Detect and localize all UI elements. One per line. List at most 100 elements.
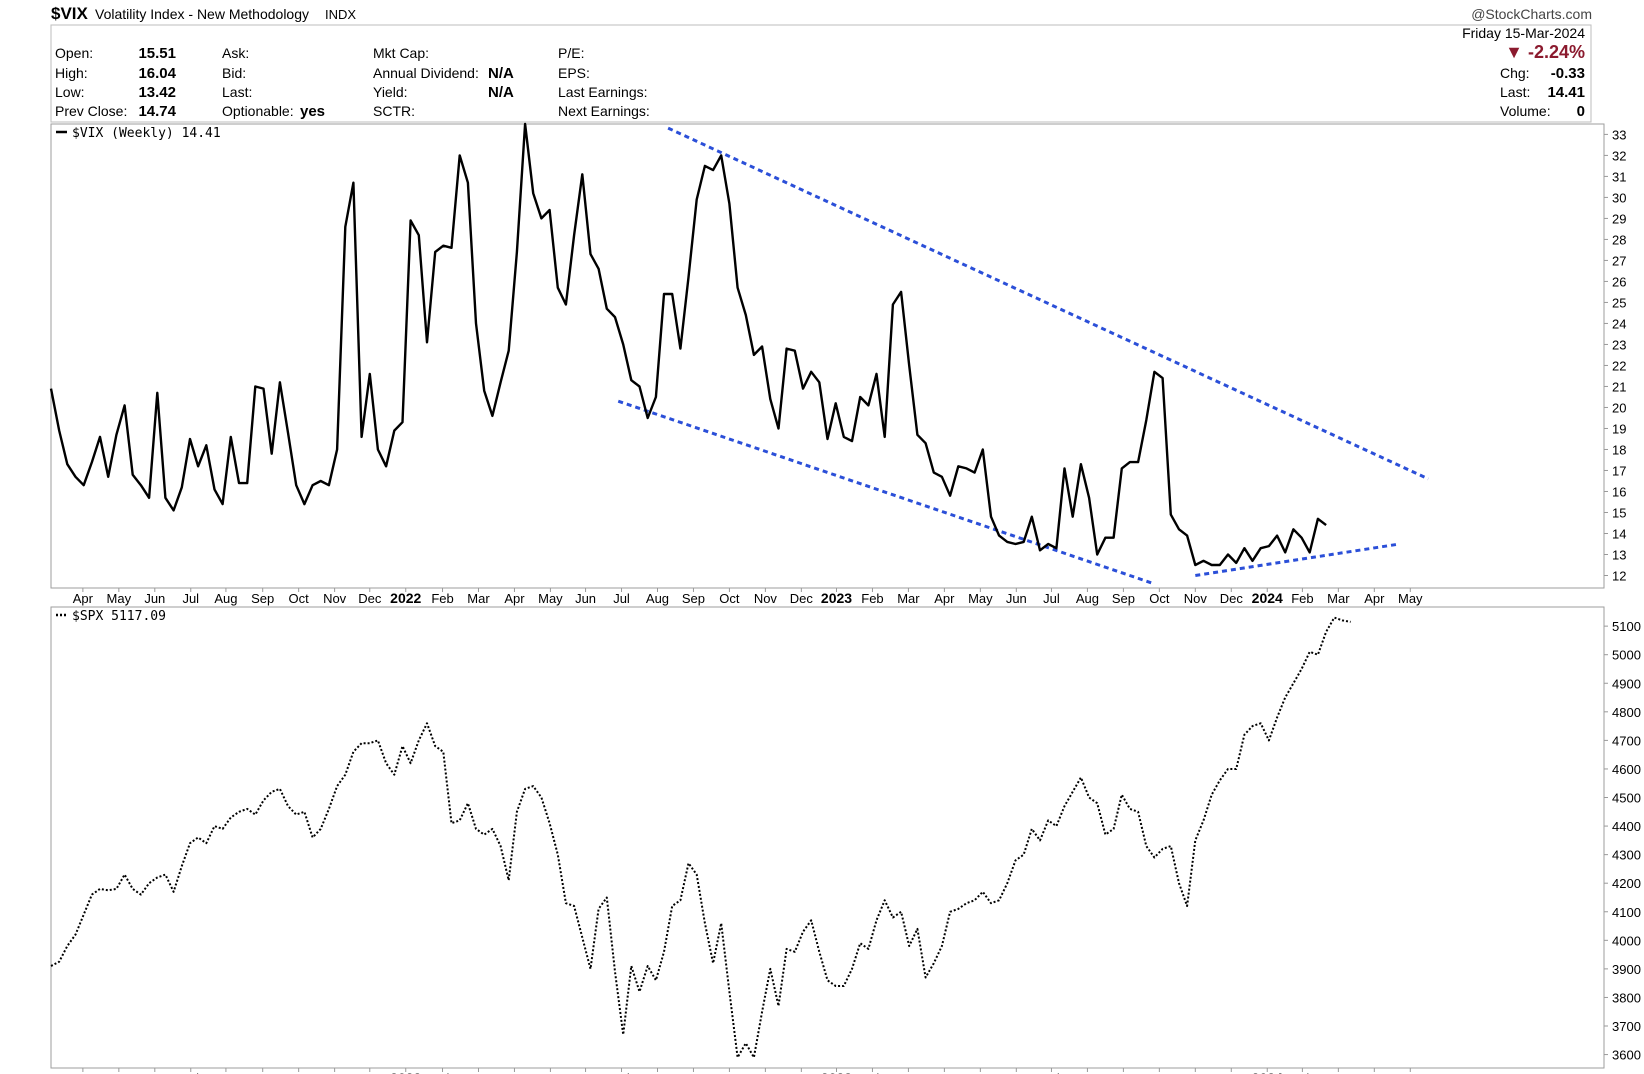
x-tick-label: May bbox=[538, 591, 563, 606]
last-label: Last: bbox=[1500, 84, 1530, 100]
quote-label: Low: bbox=[55, 84, 85, 100]
quote-label: Optionable: bbox=[222, 103, 294, 119]
quote-label: EPS: bbox=[558, 65, 590, 81]
x-tick-label: Dec bbox=[790, 1071, 814, 1074]
y-tick-label: 4700 bbox=[1612, 733, 1641, 748]
y-tick-label: 4500 bbox=[1612, 791, 1641, 806]
x-tick-label: Mar bbox=[1327, 591, 1350, 606]
quote-value: 15.51 bbox=[138, 45, 176, 62]
x-tick-label: 2022 bbox=[390, 1070, 421, 1074]
x-tick-label: Nov bbox=[323, 1071, 347, 1074]
quote-value: 13.42 bbox=[138, 84, 176, 101]
x-tick-label: Feb bbox=[431, 1071, 453, 1074]
x-tick-label: Jun bbox=[144, 1071, 165, 1074]
x-tick-label: Feb bbox=[1291, 591, 1313, 606]
y-tick-label: 3800 bbox=[1612, 990, 1641, 1005]
quote-label: Annual Dividend: bbox=[373, 65, 479, 81]
x-tick-label: Nov bbox=[1184, 591, 1208, 606]
y-tick-label: 13 bbox=[1612, 547, 1626, 562]
x-tick-label: May bbox=[107, 1071, 132, 1074]
x-tick-label: Apr bbox=[504, 1071, 525, 1074]
x-tick-label: May bbox=[538, 1071, 563, 1074]
y-tick-label: 19 bbox=[1612, 421, 1626, 436]
quote-label: Ask: bbox=[222, 45, 249, 61]
y-tick-label: 33 bbox=[1612, 127, 1626, 142]
y-tick-label: 31 bbox=[1612, 169, 1626, 184]
x-tick-label: 2024 bbox=[1252, 590, 1283, 606]
y-tick-label: 4900 bbox=[1612, 676, 1641, 691]
x-tick-label: May bbox=[1398, 591, 1423, 606]
quote-label: Last Earnings: bbox=[558, 84, 648, 100]
y-tick-label: 5000 bbox=[1612, 648, 1641, 663]
x-tick-label: May bbox=[968, 591, 993, 606]
y-tick-label: 17 bbox=[1612, 463, 1626, 478]
quote-label: Next Earnings: bbox=[558, 103, 650, 119]
x-tick-label: May bbox=[107, 591, 132, 606]
quote-date: Friday 15-Mar-2024 bbox=[1462, 25, 1585, 41]
y-tick-label: 4400 bbox=[1612, 819, 1641, 834]
vix-line bbox=[49, 122, 1327, 567]
x-tick-label: Oct bbox=[289, 1071, 310, 1074]
x-tick-label: Dec bbox=[1220, 1071, 1244, 1074]
y-tick-label: 4200 bbox=[1612, 876, 1641, 891]
quote-value: N/A bbox=[488, 84, 514, 101]
y-tick-label: 28 bbox=[1612, 232, 1626, 247]
spx-line bbox=[50, 616, 1351, 1059]
y-tick-label: 18 bbox=[1612, 442, 1626, 457]
x-tick-label: Sep bbox=[1112, 1071, 1135, 1074]
x-tick-label: Nov bbox=[754, 1071, 778, 1074]
x-tick-label: Oct bbox=[719, 591, 740, 606]
x-tick-label: Aug bbox=[214, 591, 237, 606]
quote-label: P/E: bbox=[558, 45, 584, 61]
x-tick-label: Dec bbox=[1220, 591, 1244, 606]
exchange-label: INDX bbox=[325, 7, 356, 22]
x-tick-label: Apr bbox=[73, 591, 94, 606]
quote-label: Prev Close: bbox=[55, 103, 127, 119]
quote-label: Last: bbox=[222, 84, 252, 100]
symbol-title: $VIX bbox=[51, 4, 89, 23]
y-tick-label: 3600 bbox=[1612, 1048, 1641, 1063]
legend: $SPX 5117.09 bbox=[56, 609, 166, 624]
x-tick-label: Aug bbox=[214, 1071, 237, 1074]
quote-label: Yield: bbox=[373, 84, 408, 100]
x-tick-label: Dec bbox=[358, 1071, 382, 1074]
x-tick-label: Aug bbox=[646, 1071, 669, 1074]
x-tick-label: Jul bbox=[182, 591, 199, 606]
x-tick-label: 2023 bbox=[821, 590, 852, 606]
x-tick-label: Mar bbox=[467, 1071, 490, 1074]
y-tick-label: 4300 bbox=[1612, 848, 1641, 863]
x-tick-label: Oct bbox=[719, 1071, 740, 1074]
y-tick-label: 26 bbox=[1612, 274, 1626, 289]
x-tick-label: Sep bbox=[251, 591, 274, 606]
y-tick-label: 4100 bbox=[1612, 905, 1641, 920]
x-tick-label: Oct bbox=[289, 591, 310, 606]
x-tick-label: Feb bbox=[431, 591, 453, 606]
x-tick-label: Feb bbox=[861, 591, 883, 606]
quote-label: Open: bbox=[55, 45, 93, 61]
y-tick-label: 24 bbox=[1612, 316, 1626, 331]
y-tick-label: 29 bbox=[1612, 211, 1626, 226]
x-tick-label: Nov bbox=[323, 591, 347, 606]
x-tick-label: Aug bbox=[646, 591, 669, 606]
x-tick-label: Mar bbox=[897, 591, 920, 606]
volume-label: Volume: bbox=[1500, 103, 1551, 119]
x-tick-label: Apr bbox=[1364, 591, 1385, 606]
quote-value: N/A bbox=[488, 65, 514, 82]
spx-panel: Apr May Jun Jul Aug Sep Oct Nov Dec 2022 Feb Mar Apr… bbox=[50, 606, 1641, 1074]
y-tick-label: 5100 bbox=[1612, 619, 1641, 634]
trendline bbox=[667, 126, 1429, 481]
y-tick-label: 21 bbox=[1612, 379, 1626, 394]
y-tick-label: 22 bbox=[1612, 358, 1626, 373]
legend-label: $SPX 5117.09 bbox=[72, 609, 166, 624]
x-tick-label: Apr bbox=[934, 1071, 955, 1074]
watermark-logo: @StockCharts.com bbox=[1471, 6, 1592, 22]
y-tick-label: 4000 bbox=[1612, 933, 1641, 948]
x-tick-label: Apr bbox=[1364, 1071, 1385, 1074]
pct-change: ▼ -2.24% bbox=[1505, 42, 1585, 62]
x-tick-label: Apr bbox=[504, 591, 525, 606]
y-tick-label: 16 bbox=[1612, 484, 1626, 499]
x-tick-label: Aug bbox=[1076, 1071, 1099, 1074]
trendline bbox=[1195, 542, 1400, 577]
x-tick-label: 2022 bbox=[390, 590, 421, 606]
symbol-description: Volatility Index - New Methodology bbox=[95, 6, 309, 22]
